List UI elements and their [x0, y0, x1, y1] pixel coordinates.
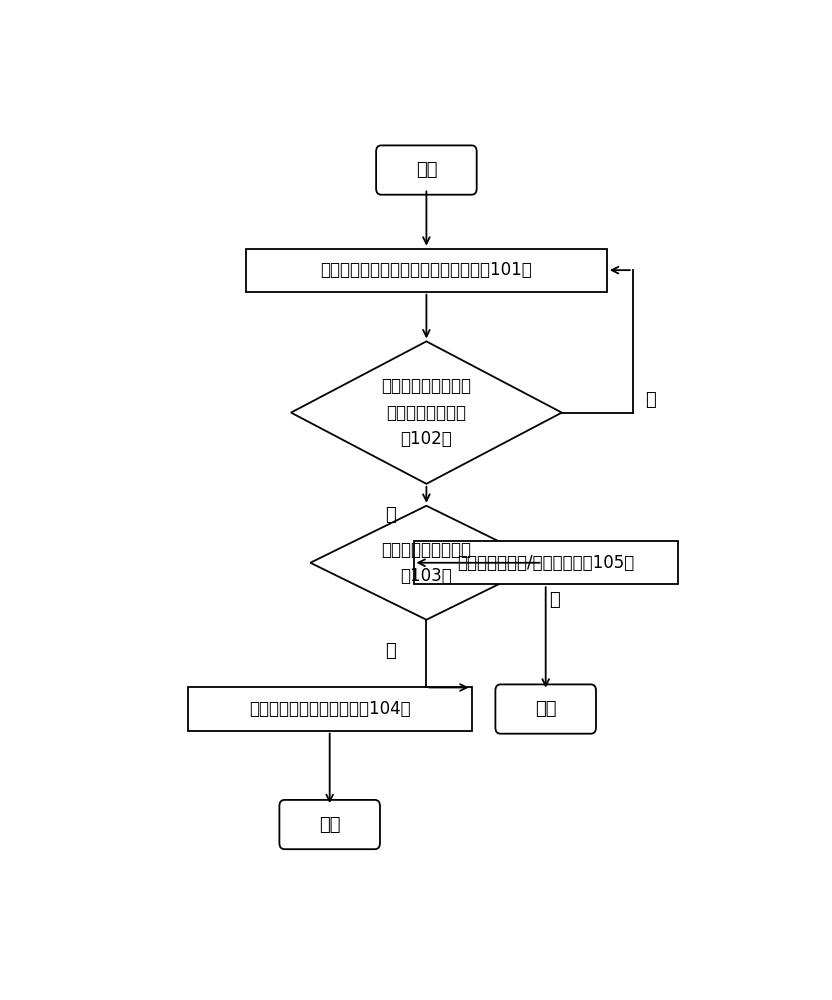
Text: 选择第一电话号码？
（103）: 选择第一电话号码？ （103）: [381, 541, 472, 585]
FancyBboxPatch shape: [280, 800, 380, 849]
Text: 是: 是: [385, 642, 396, 660]
Text: 否: 否: [549, 591, 560, 609]
Text: 是: 是: [385, 506, 396, 524]
Text: 第二电话号码同时呼
叫第一电话号码？
（102）: 第二电话号码同时呼 叫第一电话号码？ （102）: [381, 377, 472, 448]
Text: 提示用户等待和/或禁止呼叫（105）: 提示用户等待和/或禁止呼叫（105）: [457, 554, 634, 572]
Text: 结束: 结束: [319, 816, 340, 834]
Bar: [246, 249, 607, 292]
Text: 利用第一电话号码呼叫第二电话号码（101）: 利用第一电话号码呼叫第二电话号码（101）: [320, 261, 532, 279]
Polygon shape: [310, 506, 542, 620]
Text: 结束: 结束: [535, 700, 557, 718]
Text: 否: 否: [646, 391, 656, 409]
Text: 提示用户呼叫或自动呼叫（104）: 提示用户呼叫或自动呼叫（104）: [249, 700, 410, 718]
Polygon shape: [291, 341, 562, 484]
FancyBboxPatch shape: [376, 145, 477, 195]
Bar: [188, 687, 472, 731]
FancyBboxPatch shape: [495, 684, 596, 734]
Bar: [414, 541, 678, 584]
Text: 开始: 开始: [416, 161, 437, 179]
